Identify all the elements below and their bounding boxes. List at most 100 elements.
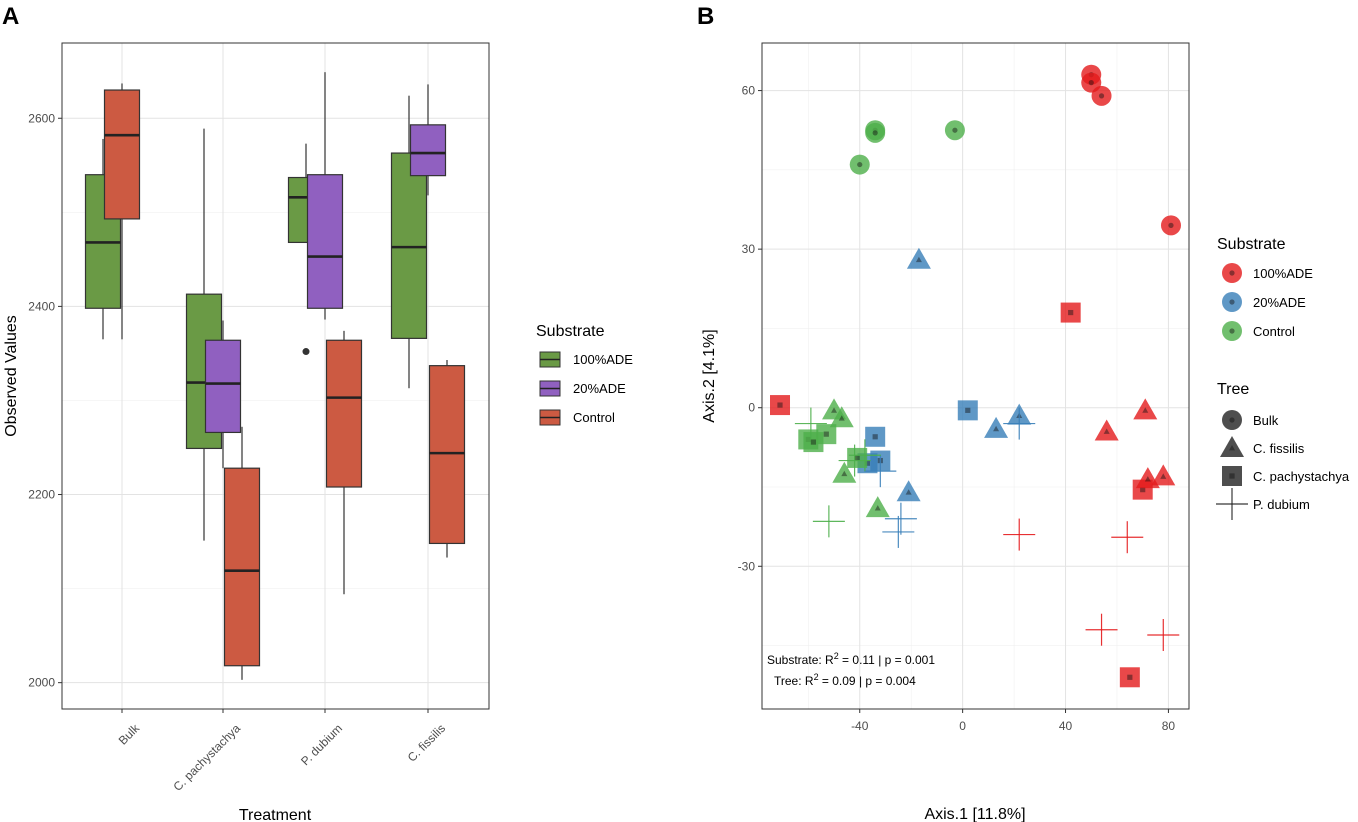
marker-center-dot xyxy=(952,127,958,133)
marker-triangle xyxy=(832,461,857,483)
boxplot-boxes xyxy=(84,72,466,680)
marker-triangle xyxy=(1133,398,1158,420)
point-control-c-fissilis xyxy=(832,461,857,483)
substrate-legend-key-control xyxy=(1222,321,1242,341)
y-tick-label: -30 xyxy=(738,559,756,573)
point-20-ade-c-pachystachya xyxy=(865,426,886,447)
pcoa-points xyxy=(770,64,1181,688)
tree-legend-label: Bulk xyxy=(1253,413,1279,428)
boxplot-x-ticks: Bulk C. pachystachya P. dubium C. fissilis xyxy=(116,709,448,794)
substrate-legend-label: 100%ADE xyxy=(1253,266,1313,281)
box-control-c-pachystachya xyxy=(223,467,261,667)
marker-center-square xyxy=(1229,473,1235,479)
pcoa-x-axis-title: Axis.1 [11.8%] xyxy=(924,806,1025,822)
pcoa-x-ticks: -40 0 40 80 xyxy=(851,709,1175,733)
point-20-ade-p-dubium xyxy=(864,455,897,488)
legend-label: 20%ADE xyxy=(573,381,626,396)
tree-legend-label: P. dubium xyxy=(1253,497,1310,512)
marker-center-triangle xyxy=(1144,476,1151,482)
marker-triangle xyxy=(1151,464,1176,486)
tree-legend-key-p-dubium xyxy=(1216,488,1248,520)
marker-square xyxy=(1119,667,1140,688)
marker-circle xyxy=(1091,85,1112,106)
tree-annotation: Tree: R2 = 0.09 | p = 0.004 xyxy=(774,672,916,688)
point-20-ade-p-dubium xyxy=(882,515,915,548)
y-tick-label: 2000 xyxy=(28,676,55,690)
marker-square xyxy=(847,447,868,468)
marker-center-triangle xyxy=(1142,407,1149,413)
pcoa-panel: -30 0 30 60 -40 0 40 80 Axis.1 [11.8%] Axis.2 … xyxy=(701,42,1350,822)
panel-a-label: A xyxy=(2,3,19,30)
x-tick-label: 80 xyxy=(1162,719,1176,733)
substrate-superscript: 2 xyxy=(834,651,839,661)
point-100-ade-p-dubium xyxy=(1147,619,1180,651)
y-tick-label: 60 xyxy=(742,84,756,98)
point-100-ade-p-dubium xyxy=(1003,518,1036,551)
tree-legend-key-bulk xyxy=(1222,410,1242,430)
tree-prefix: Tree: R xyxy=(774,674,814,688)
tree-rest: = 0.09 | p = 0.004 xyxy=(819,674,917,688)
marker-triangle xyxy=(829,406,854,428)
tree-legend-title: Tree xyxy=(1217,381,1249,398)
box-20-ade-c-fissilis xyxy=(409,124,447,177)
point-control-c-pachystachya xyxy=(847,447,868,468)
tree-legend-label: C. fissilis xyxy=(1253,441,1305,456)
marker-center-triangle xyxy=(838,415,845,421)
point-control-bulk xyxy=(849,154,870,175)
marker-circle xyxy=(1222,292,1242,312)
marker-center-square xyxy=(1068,309,1074,316)
marker-center-dot xyxy=(1229,270,1235,276)
box-control-c-fissilis xyxy=(428,365,466,545)
marker-square xyxy=(816,424,837,445)
boxplot-y-axis-title: Observed Values xyxy=(3,315,20,437)
marker-center-dot xyxy=(1229,299,1235,305)
marker-circle xyxy=(849,154,870,175)
marker-triangle xyxy=(1094,419,1119,441)
point-control-p-dubium xyxy=(794,407,827,440)
box-control-bulk xyxy=(103,89,141,220)
point-control-c-fissilis xyxy=(865,496,890,518)
marker-center-square xyxy=(872,434,878,440)
marker-center-dot xyxy=(872,130,878,136)
y-tick-label: 2400 xyxy=(28,299,55,313)
marker-circle xyxy=(1222,263,1242,283)
pcoa-plot-area xyxy=(762,43,1189,709)
box-control-p-dubium xyxy=(325,339,363,488)
marker-circle xyxy=(865,122,886,143)
boxplot-y-ticks: 2000 2200 2400 2600 xyxy=(28,111,62,690)
marker-square xyxy=(1060,302,1081,323)
marker-center-square xyxy=(810,439,817,445)
pcoa-gridlines xyxy=(762,43,1189,709)
marker-center-dot xyxy=(1168,222,1174,228)
substrate-rest: = 0.11 | p = 0.001 xyxy=(839,653,936,667)
marker-circle xyxy=(1160,215,1181,236)
panel-b-label: B xyxy=(697,3,714,30)
box-20-ade-c-pachystachya xyxy=(204,339,242,434)
marker-center-square xyxy=(823,431,829,437)
marker-triangle xyxy=(984,416,1009,438)
x-tick-label: C. pachystachya xyxy=(170,721,243,794)
tree-legend-key-c-fissilis xyxy=(1220,436,1244,457)
point-100-ade-c-pachystachya xyxy=(1060,302,1081,323)
point-100-ade-c-fissilis xyxy=(1094,419,1119,441)
point-20-ade-c-fissilis xyxy=(984,416,1009,438)
substrate-prefix: Substrate: R xyxy=(767,653,834,667)
substrate-legend-label: 20%ADE xyxy=(1253,295,1306,310)
point-20-ade-c-pachystachya xyxy=(957,400,978,421)
marker-circle xyxy=(1222,321,1242,341)
marker-center-square xyxy=(854,455,860,461)
point-100-ade-p-dubium xyxy=(1111,521,1144,554)
boxplot-panel: 2000 2200 2400 2600 Bulk C. pachystachya P. d… xyxy=(3,42,633,822)
point-control-c-pachystachya xyxy=(816,424,837,445)
pcoa-legend: Substrate 100%ADE 20%ADE Control Tree Bulk C. … xyxy=(1216,236,1350,520)
marker-center-square xyxy=(864,460,871,466)
marker-center-square xyxy=(777,402,783,408)
marker-center-dot xyxy=(1229,417,1235,423)
marker-center-dot xyxy=(1088,80,1094,86)
substrate-annotation: Substrate: R2 = 0.11 | p = 0.001 xyxy=(767,651,935,667)
point-control-bulk xyxy=(865,122,886,143)
point-100-ade-c-pachystachya xyxy=(1119,667,1140,688)
point-20-ade-c-fissilis xyxy=(906,247,931,269)
marker-center-triangle xyxy=(831,407,838,413)
